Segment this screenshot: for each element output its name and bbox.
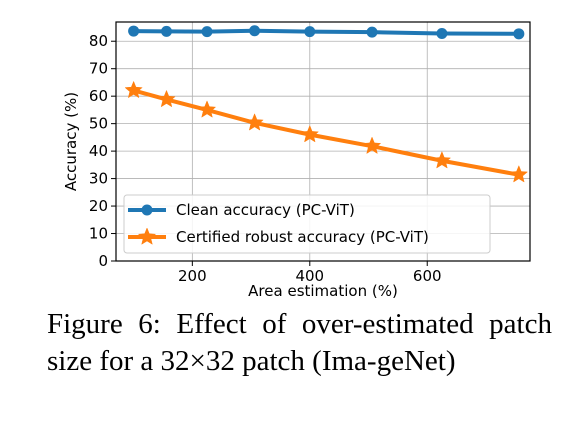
legend: Clean accuracy (PC-ViT) Certified robust … — [123, 194, 491, 254]
y-tick-label: 0 — [98, 252, 108, 270]
data-point — [161, 25, 173, 37]
data-point — [124, 80, 143, 99]
data-point — [304, 26, 316, 38]
series-line — [133, 28, 519, 36]
data-point — [197, 100, 217, 118]
legend-box — [123, 194, 491, 254]
series-1 — [128, 25, 525, 40]
data-point — [245, 113, 264, 131]
y-tick-label: 30 — [89, 170, 108, 188]
y-tick-label: 40 — [89, 142, 108, 160]
data-point — [509, 165, 529, 183]
y-tick-label: 10 — [89, 225, 108, 243]
y-tick-label: 50 — [89, 115, 108, 133]
data-point — [362, 136, 382, 154]
legend-label: Clean accuracy (PC-ViT) — [176, 201, 355, 219]
data-point — [300, 124, 319, 143]
data-point — [201, 26, 213, 38]
x-tick-label: 200 — [178, 267, 207, 285]
data-point — [249, 25, 261, 37]
y-tick-label: 80 — [89, 32, 108, 50]
series-2 — [124, 80, 529, 183]
data-point — [432, 151, 452, 169]
figure-caption: Figure 6: Effect of over-estimated patch… — [47, 308, 552, 377]
legend-marker — [141, 204, 153, 216]
plot-frame — [115, 21, 531, 262]
y-tick-label: 60 — [89, 87, 108, 105]
x-axis-label: Area estimation (%) — [248, 282, 398, 300]
y-axis-label: Accuracy (%) — [62, 92, 80, 191]
data-point — [128, 25, 140, 37]
legend-label: Certified robust accuracy (PC-ViT) — [176, 228, 429, 246]
data-point — [513, 28, 525, 40]
legend-marker — [137, 227, 157, 245]
chart: 0 10 20 30 40 50 60 70 80 200 400 600 Clean accurac… — [62, 21, 531, 300]
data-point — [366, 26, 378, 38]
legend-item: Clean accuracy (PC-ViT) — [128, 201, 355, 219]
x-tick-label: 400 — [295, 267, 324, 285]
y-tick-label: 20 — [89, 197, 108, 215]
y-tick-label: 70 — [89, 60, 108, 78]
x-tick-label: 600 — [413, 267, 442, 285]
data-point — [436, 28, 448, 40]
series-layer — [124, 25, 529, 183]
ticks: 0 10 20 30 40 50 60 70 80 200 400 600 — [89, 32, 442, 285]
legend-item: Certified robust accuracy (PC-ViT) — [128, 227, 429, 246]
data-point — [157, 89, 176, 108]
series-line — [133, 88, 520, 177]
